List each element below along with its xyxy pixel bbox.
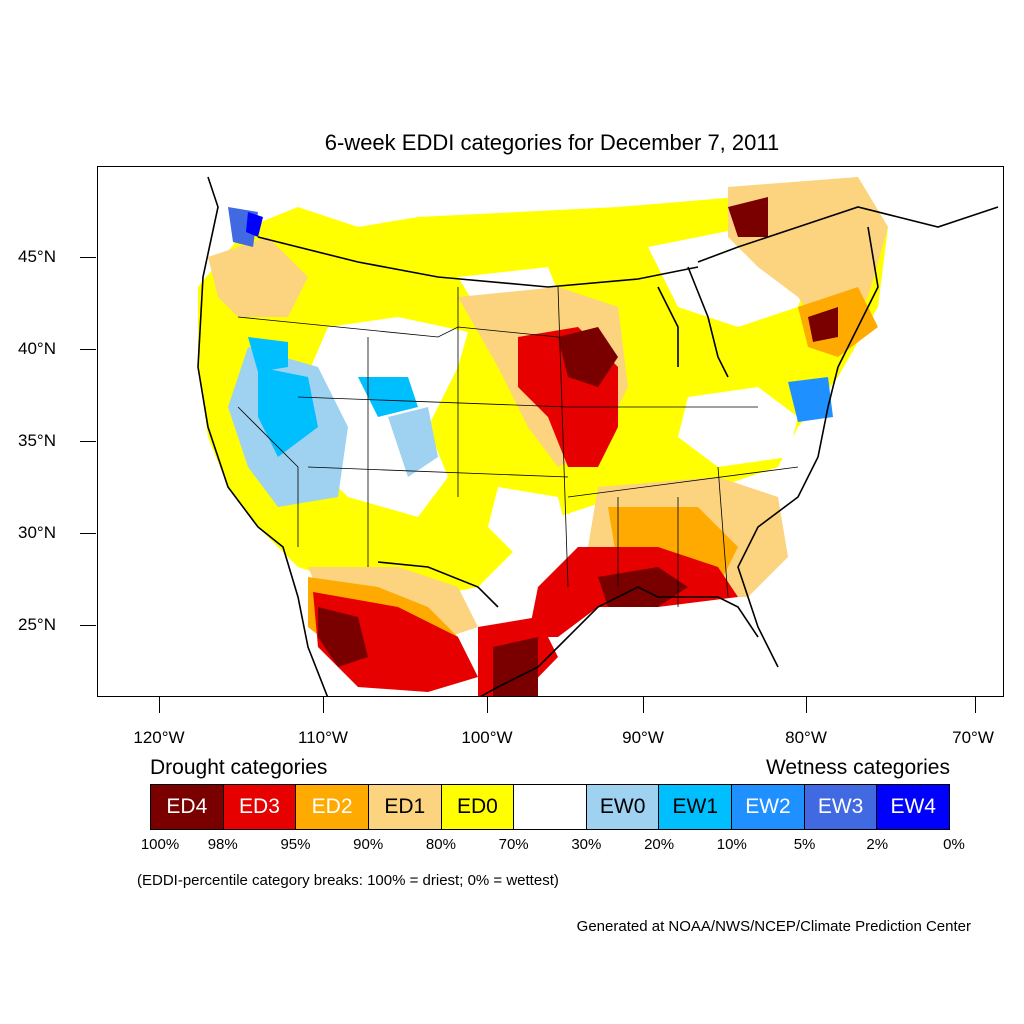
region-normal-5 [488,487,568,557]
lat-tick-25 [80,625,96,626]
lat-label-25: 25°N [18,615,56,634]
percentile-label: 20% [644,836,675,853]
lat-label-30: 30°N [18,523,56,542]
percentile-label: 70% [498,836,529,853]
legend-swatch-ed2: ED2 [296,785,369,829]
percentile-label: 0% [943,836,965,853]
lon-tick-120 [159,697,160,713]
lon-tick-100 [487,697,488,713]
region-ew4-wa [246,212,263,237]
percentile-label: 90% [353,836,384,853]
state-borders [237,286,799,607]
region-ew0-west2 [388,407,438,477]
percentile-label: 2% [866,836,889,853]
percentile-label: 95% [280,836,311,853]
credit-line: Generated at NOAA/NWS/NCEP/Climate Predi… [576,918,971,935]
lon-tick-110 [323,697,324,713]
lon-label-80: 80°W [785,728,827,747]
eddi-map [197,176,999,696]
lon-tick-90 [643,697,644,713]
region-ew1-id [248,337,288,372]
lon-label-100: 100°W [461,728,513,747]
lon-tick-80 [806,697,807,713]
lon-label-70: 70°W [952,728,994,747]
percentile-label: 98% [207,836,238,853]
region-ed1-nw [208,237,308,317]
percentile-label: 10% [716,836,747,853]
lat-tick-45 [80,257,96,258]
lat-label-35: 35°N [18,431,56,450]
legend-colorbar: ED4 ED3 ED2 ED1 ED0 EW0 EW1 EW2 EW3 EW4 [150,784,950,830]
region-ed4-mn [558,327,618,387]
lat-tick-35 [80,441,96,442]
region-ed4-texas [493,637,538,696]
coastlines [197,176,999,696]
legend-swatch-ew4: EW4 [877,785,950,829]
legend-swatch-ed4: ED4 [151,785,224,829]
category-note: (EDDI-percentile category breaks: 100% =… [137,872,559,889]
region-ew2-east [788,377,833,422]
lat-tick-30 [80,533,96,534]
legend-swatch-ew1: EW1 [659,785,733,829]
legend-swatch-ed1: ED1 [368,785,442,829]
lat-label-40: 40°N [18,339,56,358]
percentile-label: 80% [425,836,456,853]
legend-swatch-ew0: EW0 [586,785,660,829]
lon-tick-70 [975,697,976,713]
legend-swatch-ed3: ED3 [223,785,297,829]
legend-swatch-normal [514,785,587,829]
lon-label-90: 90°W [622,728,664,747]
percentile-label: 100% [140,836,180,853]
region-ew1-nv [258,367,318,457]
percentile-label: 30% [571,836,602,853]
region-ed4-ne [728,197,768,237]
legend-swatch-ew3: EW3 [804,785,878,829]
lat-tick-40 [80,349,96,350]
lat-label-45: 45°N [18,247,56,266]
percentile-label: 5% [793,836,816,853]
legend-swatch-ed0: ED0 [441,785,515,829]
region-ed4-mexico [318,607,368,667]
drought-heading: Drought categories [150,756,328,779]
map-panel [97,166,1004,697]
lon-label-120: 120°W [133,728,185,747]
region-ed4-mi [808,307,838,342]
lon-label-110: 110°W [298,728,348,747]
wetness-heading: Wetness categories [765,756,950,779]
region-ew1-ut [358,377,418,417]
map-title: 6-week EDDI categories for December 7, 2… [324,130,780,155]
legend-swatch-ew2: EW2 [732,785,805,829]
